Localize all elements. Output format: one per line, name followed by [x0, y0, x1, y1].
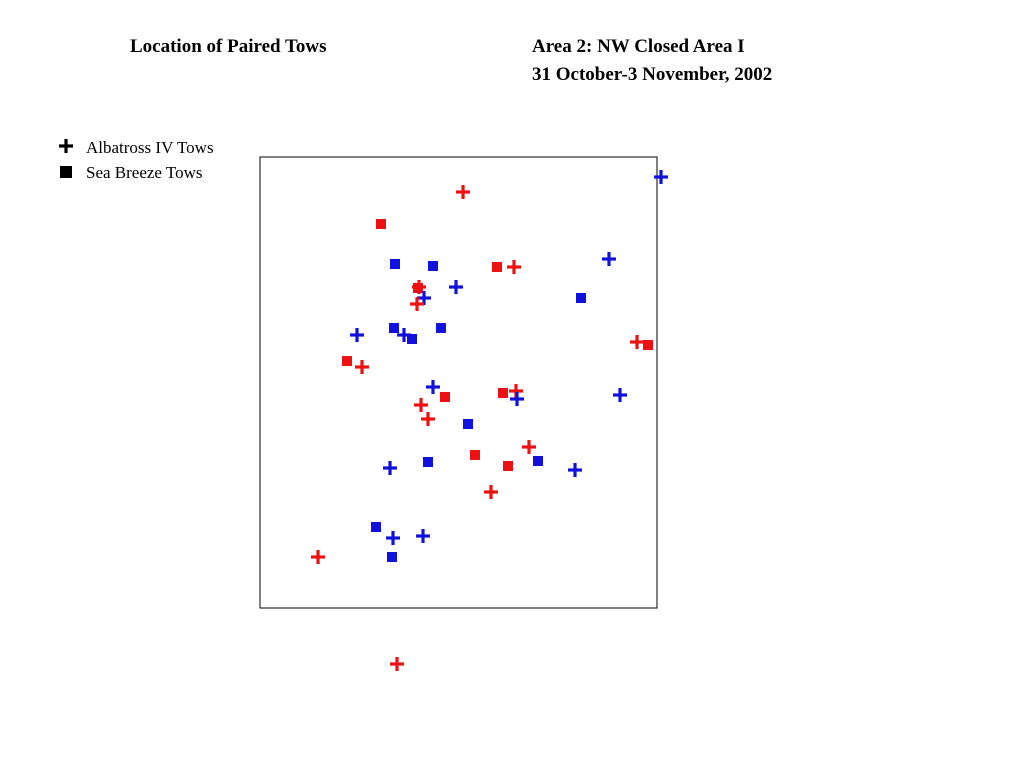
- albatross-tow: [426, 380, 440, 394]
- albatross-tow: [383, 461, 397, 475]
- albatross-tow: [390, 657, 404, 671]
- albatross-tow: [350, 328, 364, 342]
- albatross-tow: [602, 252, 616, 266]
- tows: [311, 170, 668, 671]
- albatross-tow: [507, 260, 521, 274]
- sea-breeze-tow: [463, 419, 473, 429]
- sea-breeze-tow: [389, 323, 399, 333]
- sea-breeze-tow: [492, 262, 502, 272]
- albatross-tow: [510, 392, 524, 406]
- legend-plus: [59, 139, 73, 153]
- sea-breeze-tow: [436, 323, 446, 333]
- albatross-tow: [456, 185, 470, 199]
- area: Area 2: NW Closed Area I: [532, 36, 745, 57]
- albatross-tow: [613, 388, 627, 402]
- sea-breeze-tow: [371, 522, 381, 532]
- albatross-tow: [311, 550, 325, 564]
- area-box: [259, 156, 658, 609]
- legend-label: Albatross IV Tows: [86, 138, 214, 157]
- sea-breeze-tow: [576, 293, 586, 303]
- legend-label: Sea Breeze Tows: [86, 163, 203, 182]
- sea-breeze-tow: [390, 259, 400, 269]
- sea-breeze-tow: [376, 219, 386, 229]
- sea-breeze-tow: [643, 340, 653, 350]
- albatross-tow: [522, 440, 536, 454]
- sea-breeze-tow: [342, 356, 352, 366]
- albatross-tow: [449, 280, 463, 294]
- sea-breeze-tow: [387, 552, 397, 562]
- sea-breeze-tow: [428, 261, 438, 271]
- albatross-tow: [654, 170, 668, 184]
- title: Location of Paired Tows: [130, 36, 327, 57]
- albatross-tow: [421, 412, 435, 426]
- sea-breeze-tow: [503, 461, 513, 471]
- legend-square: [60, 166, 72, 178]
- sea-breeze-tow: [423, 457, 433, 467]
- albatross-tow: [355, 360, 369, 374]
- albatross-tow: [414, 398, 428, 412]
- sea-breeze-tow: [498, 388, 508, 398]
- albatross-tow: [416, 529, 430, 543]
- sea-breeze-tow: [470, 450, 480, 460]
- albatross-tow: [630, 335, 644, 349]
- albatross-tow: [568, 463, 582, 477]
- albatross-tow: [484, 485, 498, 499]
- sea-breeze-tow: [440, 392, 450, 402]
- sea-breeze-tow: [533, 456, 543, 466]
- albatross-tow: [386, 531, 400, 545]
- dates: 31 October-3 November, 2002: [532, 64, 772, 85]
